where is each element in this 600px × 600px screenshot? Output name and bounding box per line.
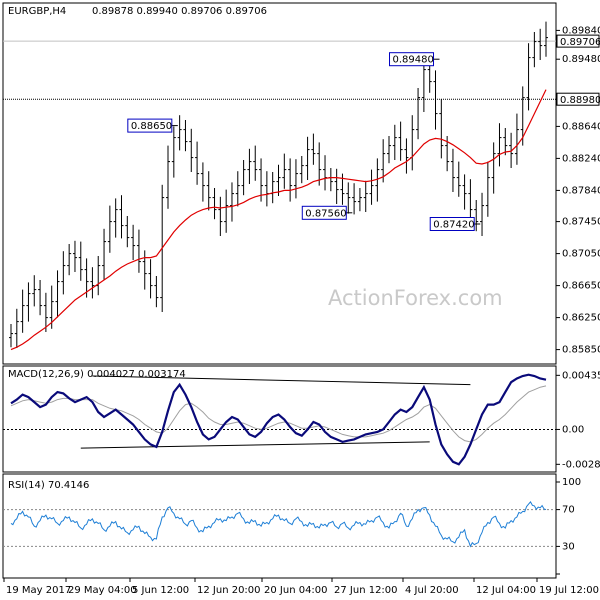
x-tick-label: 19 May 2017 xyxy=(6,585,71,596)
watermark: ActionForex.com xyxy=(328,286,503,310)
macd-tick-label: 0.004352 xyxy=(562,370,600,381)
macd-layer xyxy=(3,373,556,466)
rsi-tick-label: 100 xyxy=(562,477,581,488)
macd-line xyxy=(10,373,547,466)
annotation-label: 0.87420 xyxy=(433,220,474,231)
macd-tick-label: -0.002804 xyxy=(562,459,600,470)
price-layer: 0.88650 0.87560 0.87420 0.89480 xyxy=(3,21,556,351)
rsi-layer xyxy=(3,501,556,548)
x-tick-label: 27 Jun 12:00 xyxy=(334,585,398,596)
x-tick-label: 12 Jun 20:00 xyxy=(197,585,261,596)
rsi-line xyxy=(10,501,547,548)
x-tick-label: 20 Jun 04:00 xyxy=(264,585,328,596)
price-tick-label: 0.87450 xyxy=(562,217,600,228)
price-tick-label: 0.88240 xyxy=(562,153,600,164)
price-tick-label: 0.89840 xyxy=(562,25,600,36)
macd-panel-frame xyxy=(2,365,557,473)
annotation-label: 0.89480 xyxy=(393,55,434,66)
price-tick-label: 0.86250 xyxy=(562,313,600,324)
macd-title: MACD(12,26,9) 0.004027 0.003174 xyxy=(8,369,186,380)
price-tick-label: 0.85850 xyxy=(562,345,600,356)
price-tick-label: 0.87840 xyxy=(562,185,600,196)
annotation-box xyxy=(429,217,475,231)
price-panel-frame xyxy=(2,2,557,365)
annotation-label: 0.88650 xyxy=(131,121,172,132)
level-price-box xyxy=(556,92,600,106)
current-price-box-label: 0.89706 xyxy=(560,37,600,48)
annotation-box xyxy=(127,118,173,133)
macd-signal-line xyxy=(10,385,547,443)
x-tick-label: 29 May 04:00 xyxy=(68,585,137,596)
level-price-box-label: 0.88980 xyxy=(560,95,600,106)
chart-title: EURGBP,H4 xyxy=(8,6,66,17)
rsi-tick-label: 70 xyxy=(562,505,575,516)
annotation-box xyxy=(301,205,347,220)
macd-tick-label: 0.00 xyxy=(562,424,584,435)
x-tick-label: 5 Jun 12:00 xyxy=(132,585,189,596)
moving-average-line xyxy=(10,89,547,351)
price-tick-label: 0.87050 xyxy=(562,249,600,260)
annotation-label: 0.87560 xyxy=(305,208,346,219)
ohlc-readout: 0.89878 0.89940 0.89706 0.89706 xyxy=(92,6,267,17)
price-tick-label: 0.88640 xyxy=(562,121,600,132)
macd-trendline-lower xyxy=(80,441,430,449)
x-tick-label: 19 Jul 12:00 xyxy=(539,585,599,596)
rsi-panel-frame xyxy=(2,473,557,579)
annotation-box xyxy=(389,52,435,67)
price-tick-label: 0.89480 xyxy=(562,54,600,65)
x-tick-label: 4 Jul 20:00 xyxy=(405,585,459,596)
rsi-tick-label: 30 xyxy=(562,541,575,552)
current-price-box xyxy=(556,34,600,48)
price-tick-label: 0.86650 xyxy=(562,281,600,292)
axis-layer: 0.89840 0.89480 0.88640 0.88240 0.87840 0.874… xyxy=(3,25,600,596)
x-tick-label: 12 Jul 04:00 xyxy=(476,585,536,596)
macd-trendline-upper xyxy=(92,375,471,386)
rsi-title: RSI(14) 70.4146 xyxy=(8,480,89,491)
